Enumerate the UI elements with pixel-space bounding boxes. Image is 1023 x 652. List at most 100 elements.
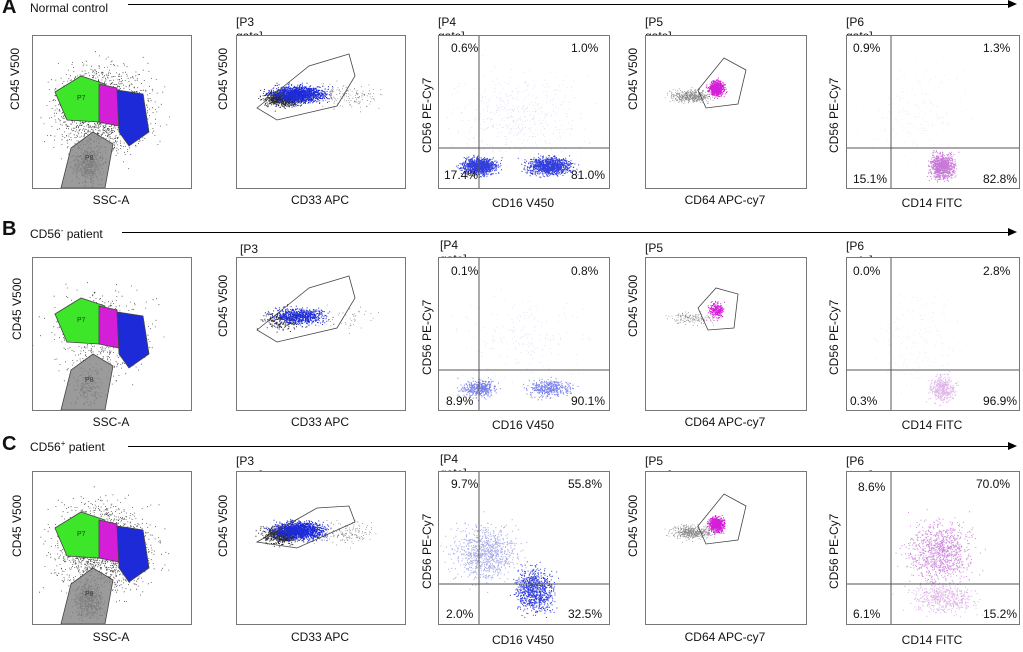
- quadrant-lr: 82.8%: [983, 172, 1018, 186]
- quadrant-ur: 2.8%: [983, 264, 1011, 278]
- plot-box: P7 P8: [32, 471, 192, 625]
- y-axis-label: CD56 PE-Cy7: [827, 299, 841, 375]
- row-arrow: [122, 228, 1017, 236]
- plot-box: [645, 471, 807, 625]
- scatter-ssc: P7 P8: [40, 51, 170, 188]
- x-axis-label: CD64 APC-cy7: [684, 630, 766, 644]
- x-axis-label: CD16 V450: [491, 633, 555, 647]
- row-c: C CD56+ patient CD45 V500 P7 P8 SSC-A [P3…: [0, 433, 1023, 652]
- event-cloud: [895, 509, 986, 592]
- scatter-cd14: [847, 36, 1019, 188]
- quadrant-ul: 0.0%: [853, 264, 881, 278]
- event-cloud: [664, 87, 715, 104]
- event-cloud: [262, 304, 335, 329]
- event-cloud: [263, 518, 334, 543]
- y-axis-label: CD45 V500: [216, 494, 230, 557]
- quadrant-ll: 0.3%: [850, 394, 878, 408]
- quadrant-ur: 1.3%: [983, 41, 1011, 55]
- quadrant-lr: 81.0%: [571, 168, 606, 182]
- x-axis-label: SSC-A: [92, 193, 130, 207]
- x-axis-label: SSC-A: [92, 415, 130, 429]
- plot-box: [236, 257, 406, 411]
- row-letter: C: [2, 433, 17, 455]
- event-cloud: [517, 153, 580, 178]
- event-cloud: [522, 376, 579, 401]
- event-cloud: [117, 532, 145, 568]
- event-cloud: [452, 289, 591, 387]
- y-axis-label: CD56 PE-Cy7: [420, 513, 434, 589]
- y-axis-label: CD45 V500: [8, 47, 22, 110]
- quadrant-ul: 0.6%: [451, 41, 479, 55]
- y-axis-label: CD56 PE-Cy7: [827, 77, 841, 153]
- event-cloud: [440, 511, 528, 593]
- scatter-cd33: [255, 505, 377, 549]
- event-cloud: [67, 139, 107, 188]
- gate-polygon: [255, 505, 356, 549]
- gate-name: P8: [85, 591, 94, 598]
- quadrant-ll: 8.9%: [446, 394, 474, 408]
- x-axis-label: CD64 APC-cy7: [684, 415, 766, 429]
- plot-box: [846, 257, 1020, 411]
- event-cloud: [665, 311, 716, 327]
- x-axis-label: CD14 FITC: [901, 196, 963, 210]
- quadrant-ur: 55.8%: [568, 477, 603, 491]
- event-cloud: [509, 561, 559, 618]
- gate-polygon: [697, 57, 747, 109]
- event-cloud: [706, 300, 726, 322]
- scatter-cd14: [847, 258, 1019, 410]
- x-axis-label: SSC-A: [92, 630, 130, 644]
- plot-box: [438, 35, 610, 189]
- gate-name: P8: [85, 377, 94, 384]
- event-cloud: [857, 51, 972, 173]
- plot-box: [846, 35, 1020, 189]
- row-letter: A: [2, 0, 17, 18]
- y-axis-label: CD56 PE-Cy7: [827, 513, 841, 589]
- y-axis-label: CD45 V500: [216, 274, 230, 337]
- x-axis-label: CD33 APC: [290, 630, 350, 644]
- quadrant-lr: 15.2%: [983, 607, 1018, 621]
- gate-polygon: [98, 305, 120, 349]
- plot-box: P7 P8: [32, 257, 192, 411]
- plot-box: [236, 35, 406, 189]
- event-cloud: [121, 324, 141, 351]
- gate-name: P7: [77, 317, 86, 324]
- event-cloud: [312, 519, 377, 549]
- quadrant-ll: 15.1%: [853, 172, 888, 186]
- plot-box: [645, 35, 807, 189]
- row-letter: B: [2, 218, 17, 240]
- scatter-cd33: [256, 53, 383, 121]
- event-cloud: [866, 289, 987, 394]
- quadrant-lr: 96.9%: [983, 394, 1018, 408]
- scatter-cd64: [664, 57, 747, 109]
- event-cloud: [71, 363, 107, 407]
- x-axis-label: CD64 APC-cy7: [684, 193, 766, 207]
- quadrant-ll: 17.4%: [444, 168, 479, 182]
- gate-name: P7: [77, 531, 86, 538]
- event-cloud: [892, 578, 984, 618]
- row-label: Normal control: [30, 1, 109, 15]
- quadrant-ul: 0.1%: [451, 264, 479, 278]
- scatter-cd64: [665, 287, 739, 331]
- gate-polygon: [697, 493, 747, 545]
- gate-name: P8: [85, 155, 94, 162]
- row-b: B CD56- patient CD45 V500 P7 P8 SSC-A [P3…: [0, 218, 1023, 437]
- gate-polygon: [697, 287, 739, 331]
- event-cloud: [439, 55, 603, 174]
- quadrant-ur: 70.0%: [976, 477, 1011, 491]
- y-axis-label: CD45 V500: [216, 47, 230, 110]
- scatter-ssc: P7 P8: [33, 282, 165, 410]
- x-axis-label: CD33 APC: [290, 415, 350, 429]
- row-a: A Normal control CD45 V500 P7 P8 SSC-A [P…: [0, 0, 1023, 215]
- x-axis-label: CD16 V450: [491, 418, 555, 432]
- row-arrow: [128, 0, 1017, 8]
- quadrant-ul: 8.6%: [858, 480, 886, 494]
- event-cloud: [706, 515, 726, 535]
- y-axis-label: CD45 V500: [626, 494, 640, 557]
- scatter-cd33: [256, 275, 379, 343]
- scatter-cd64: [664, 493, 747, 545]
- y-axis-label: CD45 V500: [626, 274, 640, 337]
- quadrant-lr: 32.5%: [568, 607, 603, 621]
- quadrant-ll: 6.1%: [853, 607, 881, 621]
- quadrant-ll: 2.0%: [446, 607, 474, 621]
- y-axis-label: CD56 PE-Cy7: [420, 299, 434, 375]
